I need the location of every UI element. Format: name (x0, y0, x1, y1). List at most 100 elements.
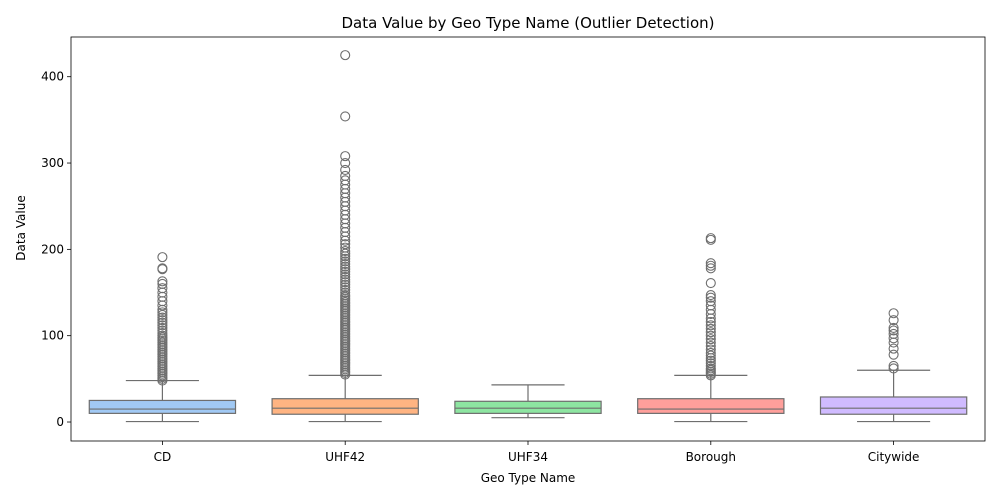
outlier-point (705, 300, 716, 311)
outlier-point (157, 312, 168, 323)
outlier-point (340, 256, 351, 267)
outlier-point (888, 363, 899, 374)
outlier-point (340, 290, 351, 301)
box-cd (88, 252, 237, 423)
outlier-point (888, 343, 899, 354)
outlier-point (157, 330, 168, 341)
y-tick-label: 200 (41, 242, 64, 256)
outlier-point (705, 327, 716, 338)
outlier-point (888, 328, 899, 340)
outlier-point (705, 340, 716, 352)
plot-area (88, 50, 968, 423)
outlier-point (340, 170, 351, 182)
outlier-point (705, 334, 716, 345)
iqr-box (271, 398, 419, 415)
outlier-point (340, 264, 351, 275)
outlier-point (157, 252, 168, 263)
outlier-point (340, 253, 351, 264)
plot-frame (70, 36, 986, 442)
outlier-point (705, 277, 716, 289)
box-borough (637, 233, 785, 423)
outlier-point (340, 282, 351, 293)
outlier-point (157, 315, 168, 326)
y-axis: 0 100 200 300 400 (41, 70, 71, 429)
box-uhf42 (271, 50, 419, 423)
x-tick-label: UHF34 (508, 450, 548, 464)
x-tick-label: CD (154, 450, 172, 464)
outlier-point (705, 233, 716, 244)
iqr-box (637, 398, 785, 414)
outlier-point (888, 308, 899, 319)
outlier-point (705, 358, 716, 369)
box-uhf34 (454, 384, 602, 419)
outlier-point (705, 258, 716, 269)
y-tick-label: 0 (56, 415, 64, 429)
outlier-point (340, 274, 351, 285)
outlier-point (340, 50, 351, 61)
outlier-point (705, 290, 716, 301)
outlier-point (340, 287, 351, 298)
outlier-point (157, 320, 168, 331)
outlier-point (157, 328, 168, 339)
outlier-point (888, 360, 899, 371)
outlier-point (340, 164, 351, 175)
outlier-point (705, 355, 716, 366)
outlier-point (157, 317, 168, 328)
outlier-point (705, 292, 716, 303)
y-tick-label: 100 (41, 329, 64, 343)
outlier-point (705, 360, 716, 371)
iqr-box (819, 396, 968, 415)
x-tick-label: Citywide (868, 450, 920, 464)
outlier-point (340, 157, 351, 169)
outlier-point (340, 266, 351, 277)
outlier-point (157, 278, 168, 289)
outlier-point (888, 349, 899, 360)
outlier-point (157, 322, 168, 333)
outlier-point (705, 260, 716, 271)
outlier-point (157, 263, 168, 274)
iqr-box (88, 399, 237, 414)
outlier-point (888, 315, 899, 326)
outlier-point (340, 239, 351, 250)
outlier-point (705, 320, 716, 331)
outlier-point (705, 330, 716, 341)
outlier-point (340, 175, 351, 186)
outlier-point (888, 325, 899, 336)
outlier-point (340, 271, 351, 283)
x-axis: CD UHF42 UHF34 Borough Citywide (154, 441, 920, 464)
y-tick-label: 300 (41, 156, 64, 170)
outlier-point (705, 323, 716, 334)
iqr-box (454, 400, 602, 414)
outlier-point (340, 258, 351, 270)
outlier-point (705, 363, 716, 374)
outlier-point (888, 333, 899, 344)
outlier-point (705, 263, 716, 274)
outlier-point (340, 242, 351, 253)
outlier-point (705, 296, 716, 307)
outlier-point (340, 261, 351, 272)
y-tick-label: 400 (41, 70, 64, 84)
outlier-point (157, 283, 168, 294)
outlier-point (157, 307, 168, 318)
y-axis-label: Data Value (14, 195, 28, 260)
outlier-point (157, 276, 168, 287)
box-citywide (819, 308, 968, 423)
outlier-point (340, 151, 351, 162)
outlier-point (705, 337, 716, 348)
outlier-point (705, 316, 716, 327)
x-tick-label: UHF42 (325, 450, 365, 464)
outlier-point (340, 277, 351, 288)
outlier-point (157, 325, 168, 336)
outlier-point (340, 284, 351, 295)
outlier-point (705, 347, 716, 358)
outlier-point (340, 279, 351, 290)
outlier-point (340, 269, 351, 280)
outlier-point (705, 344, 716, 355)
chart-title: Data Value by Geo Type Name (Outlier Det… (341, 14, 714, 32)
outlier-point (340, 111, 351, 122)
x-tick-label: Borough (686, 450, 736, 464)
x-axis-label: Geo Type Name (481, 471, 576, 485)
outlier-point (888, 322, 899, 333)
outlier-point (340, 246, 351, 257)
